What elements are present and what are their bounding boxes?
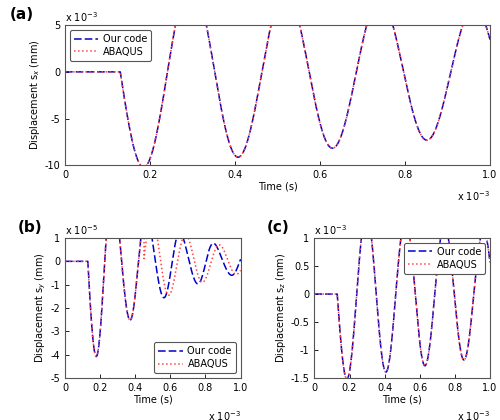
ABAQUS <box>332 291 338 297</box>
ABAQUS <box>312 291 318 297</box>
Text: x 10$^{-3}$: x 10$^{-3}$ <box>457 189 490 203</box>
ABAQUS <box>479 13 485 18</box>
Line: ABAQUS: ABAQUS <box>314 213 490 379</box>
Our code <box>238 257 244 262</box>
Line: Our code: Our code <box>65 186 240 357</box>
Legend: Our code, ABAQUS: Our code, ABAQUS <box>154 342 236 373</box>
Text: x 10$^{-3}$: x 10$^{-3}$ <box>65 10 98 24</box>
ABAQUS <box>110 183 116 188</box>
Our code <box>110 183 116 188</box>
Legend: Our code, ABAQUS: Our code, ABAQUS <box>404 243 485 273</box>
Our code <box>484 236 490 241</box>
ABAQUS <box>364 210 370 215</box>
Our code <box>479 13 485 18</box>
Our code <box>332 291 338 297</box>
Our code <box>62 69 68 74</box>
ABAQUS <box>433 125 439 130</box>
ABAQUS <box>244 141 250 146</box>
ABAQUS <box>136 160 141 165</box>
ABAQUS <box>93 354 99 359</box>
Text: (a): (a) <box>10 8 34 22</box>
ABAQUS <box>234 271 240 276</box>
Y-axis label: Displacement s$_z$ (mm): Displacement s$_z$ (mm) <box>274 253 288 363</box>
ABAQUS <box>386 357 392 362</box>
ABAQUS <box>464 346 470 351</box>
Our code <box>244 141 250 146</box>
Line: Our code: Our code <box>65 0 490 167</box>
ABAQUS <box>62 259 68 264</box>
Line: ABAQUS: ABAQUS <box>65 0 490 167</box>
ABAQUS <box>92 353 98 358</box>
ABAQUS <box>62 69 68 74</box>
Text: (b): (b) <box>18 220 42 235</box>
ABAQUS <box>487 260 493 265</box>
Text: x 10$^{-3}$: x 10$^{-3}$ <box>314 223 347 236</box>
Y-axis label: Displacement s$_y$ (mm): Displacement s$_y$ (mm) <box>33 253 48 363</box>
Our code <box>226 137 232 142</box>
Our code <box>487 37 493 42</box>
ABAQUS <box>238 268 244 273</box>
ABAQUS <box>110 69 116 74</box>
ABAQUS <box>379 353 385 358</box>
Our code <box>130 312 136 317</box>
Our code <box>386 357 392 362</box>
ABAQUS <box>82 259 88 264</box>
Our code <box>464 346 470 351</box>
Our code <box>312 291 318 297</box>
Text: (c): (c) <box>267 220 289 235</box>
ABAQUS <box>484 236 490 241</box>
X-axis label: Time (s): Time (s) <box>133 394 172 404</box>
Text: x 10$^{-5}$: x 10$^{-5}$ <box>65 223 98 236</box>
Our code <box>137 243 143 248</box>
X-axis label: Time (s): Time (s) <box>258 181 298 192</box>
ABAQUS <box>140 165 146 170</box>
Our code <box>93 354 99 359</box>
Our code <box>110 69 116 74</box>
Our code <box>62 259 68 264</box>
Line: Our code: Our code <box>314 213 490 379</box>
Our code <box>344 376 350 381</box>
Our code <box>140 165 146 170</box>
Our code <box>379 353 385 358</box>
Line: ABAQUS: ABAQUS <box>65 186 240 357</box>
Our code <box>82 259 88 264</box>
ABAQUS <box>137 243 143 248</box>
X-axis label: Time (s): Time (s) <box>382 394 422 404</box>
Legend: Our code, ABAQUS: Our code, ABAQUS <box>70 30 151 61</box>
ABAQUS <box>344 376 350 381</box>
Our code <box>487 260 493 265</box>
Our code <box>92 353 98 358</box>
ABAQUS <box>130 312 136 317</box>
Our code <box>342 372 348 377</box>
ABAQUS <box>487 37 493 42</box>
Our code <box>216 247 222 252</box>
Our code <box>136 160 141 165</box>
Our code <box>433 125 439 130</box>
Y-axis label: Displacement s$_x$ (mm): Displacement s$_x$ (mm) <box>28 40 42 150</box>
ABAQUS <box>216 243 222 248</box>
Text: x 10$^{-3}$: x 10$^{-3}$ <box>457 409 490 420</box>
ABAQUS <box>226 137 232 142</box>
Our code <box>234 265 240 270</box>
Text: x 10$^{-3}$: x 10$^{-3}$ <box>208 409 240 420</box>
Our code <box>364 210 370 215</box>
ABAQUS <box>342 372 348 377</box>
